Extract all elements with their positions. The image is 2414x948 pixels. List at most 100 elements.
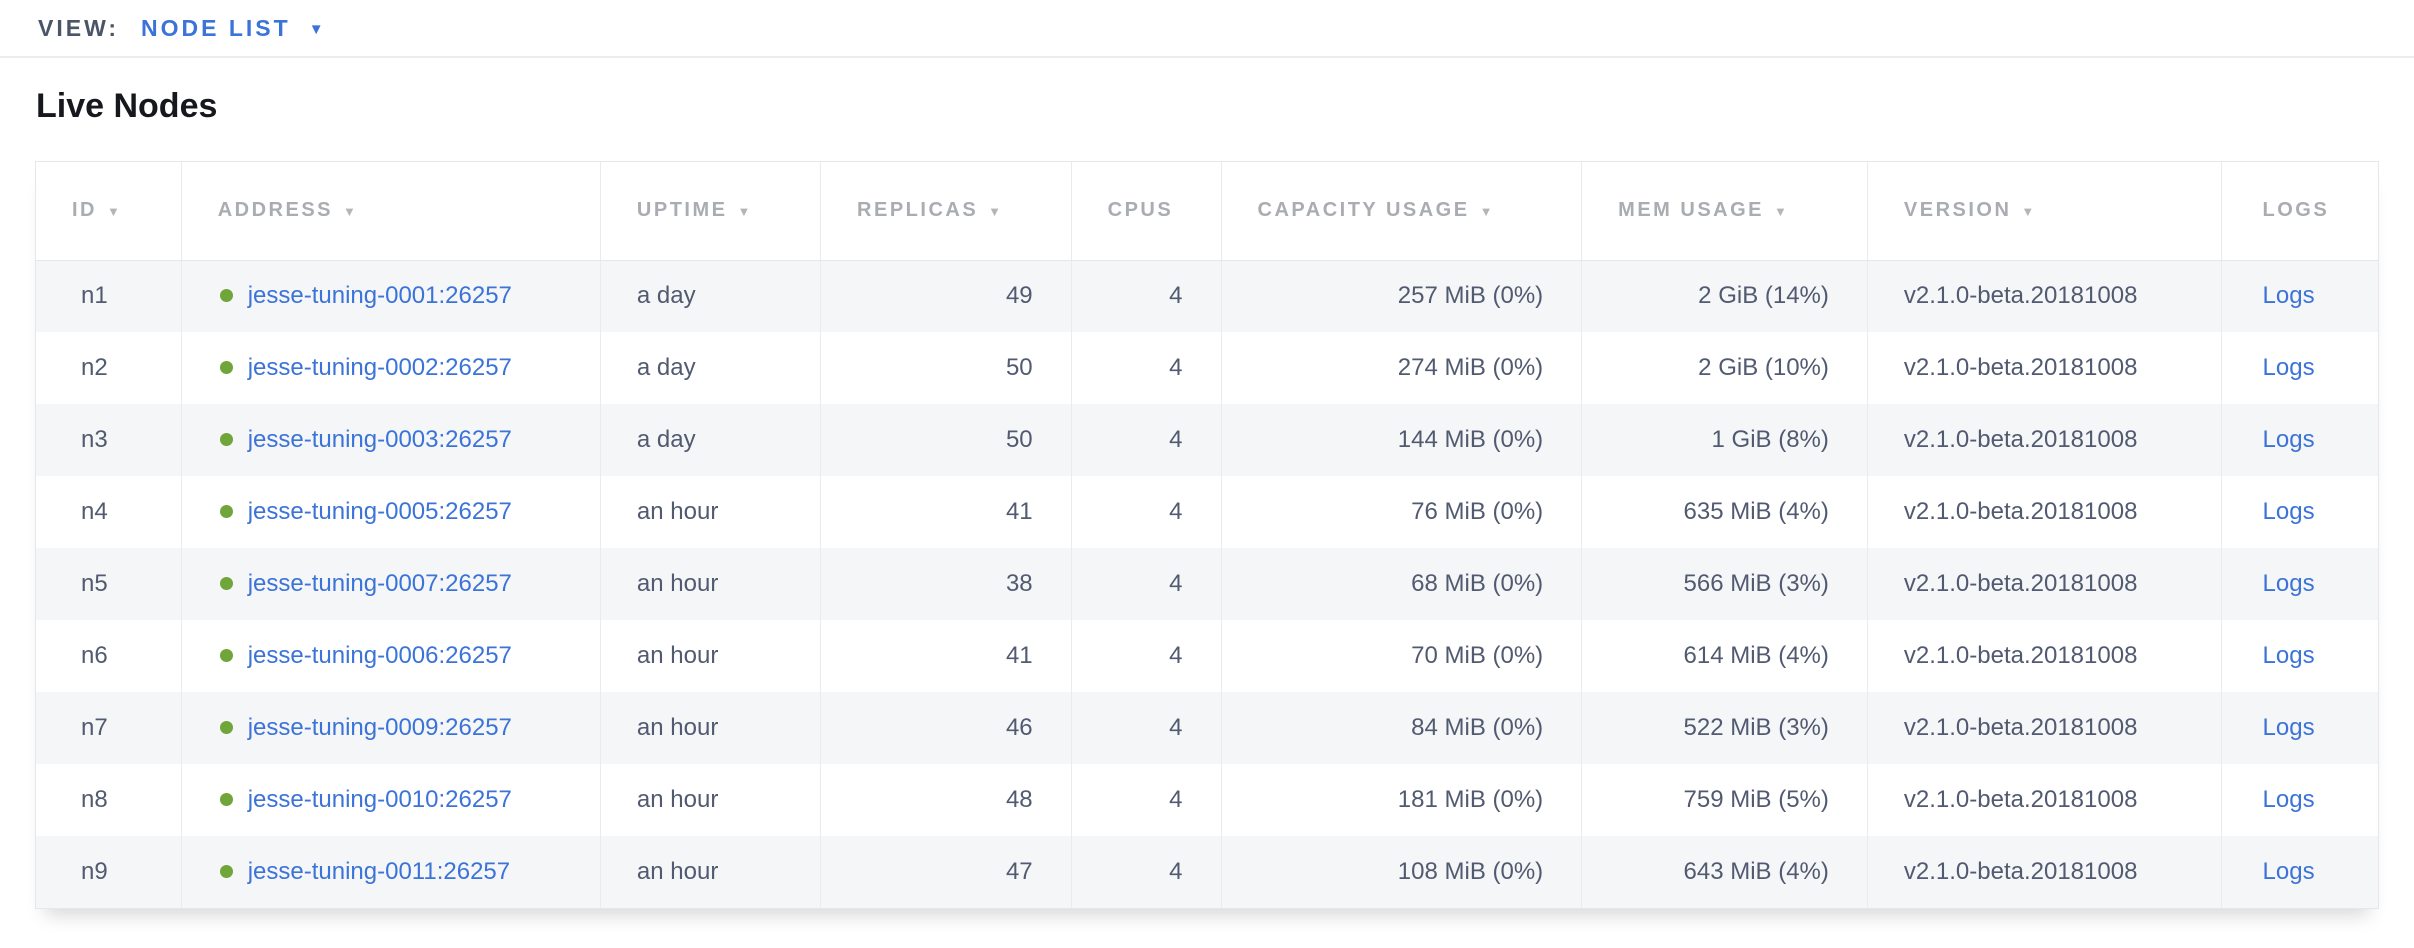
column-header-label: CPUS: [1107, 199, 1174, 222]
node-capacity-usage-cell: 274 MiB (0%): [1220, 332, 1582, 404]
node-address-link[interactable]: jesse-tuning-0010:26257: [247, 786, 512, 813]
node-logs-link[interactable]: Logs: [2262, 498, 2315, 525]
node-status-healthy-icon: [219, 865, 233, 878]
node-address-link[interactable]: jesse-tuning-0001:26257: [247, 282, 512, 310]
node-address-cell: jesse-tuning-0001:26257: [180, 260, 601, 332]
node-version: v2.1.0-beta.20181008: [1903, 354, 2138, 381]
node-logs-link[interactable]: Logs: [2262, 642, 2315, 669]
node-mem-usage-cell: 759 MiB (5%): [1581, 764, 1868, 836]
node-uptime-cell: an hour: [599, 548, 821, 620]
node-logs-cell: Logs: [2220, 548, 2378, 620]
node-version: v2.1.0-beta.20181008: [1903, 858, 2138, 885]
node-capacity-usage-cell: 84 MiB (0%): [1220, 692, 1582, 764]
node-cpus-cell: 4: [1070, 764, 1222, 836]
node-mem-usage-cell: 566 MiB (3%): [1581, 548, 1868, 620]
node-id-cell: n1: [36, 260, 181, 332]
node-replicas-cell: 48: [820, 764, 1072, 836]
node-logs-link[interactable]: Logs: [2262, 714, 2315, 741]
node-id: n1: [81, 282, 108, 310]
table-row: n9 jesse-tuning-0011:26257 an hour 47 4 …: [36, 836, 2378, 908]
table-row: n7 jesse-tuning-0009:26257 an hour 46 4 …: [36, 692, 2378, 764]
table-row: n3 jesse-tuning-0003:26257 a day 50 4 14…: [36, 404, 2378, 476]
node-status-healthy-icon: [219, 649, 233, 662]
node-capacity-usage: 70 MiB (0%): [1411, 642, 1544, 669]
node-uptime: an hour: [636, 714, 719, 741]
node-address-link[interactable]: jesse-tuning-0009:26257: [247, 714, 512, 741]
node-uptime: a day: [636, 282, 696, 310]
node-logs-link[interactable]: Logs: [2262, 426, 2315, 453]
node-uptime: an hour: [636, 498, 719, 525]
node-replicas-cell: 41: [820, 476, 1072, 548]
table-row: n6 jesse-tuning-0006:26257 an hour 41 4 …: [36, 620, 2378, 692]
table-row: n8 jesse-tuning-0010:26257 an hour 48 4 …: [36, 764, 2378, 836]
node-logs-link[interactable]: Logs: [2262, 282, 2315, 310]
column-header-uptime[interactable]: UPTIME ▼: [599, 162, 821, 261]
column-header-mem-usage[interactable]: MEM USAGE ▼: [1581, 162, 1868, 261]
node-cpus: 4: [1169, 498, 1183, 525]
node-cpus-cell: 4: [1070, 692, 1222, 764]
node-capacity-usage: 68 MiB (0%): [1411, 570, 1544, 597]
node-replicas: 50: [1005, 354, 1033, 381]
node-logs-link[interactable]: Logs: [2262, 786, 2315, 813]
node-logs-cell: Logs: [2220, 836, 2378, 908]
node-version-cell: v2.1.0-beta.20181008: [1866, 620, 2222, 692]
column-header-address[interactable]: ADDRESS ▼: [180, 162, 601, 261]
node-address-link[interactable]: jesse-tuning-0002:26257: [247, 354, 512, 381]
node-address-link[interactable]: jesse-tuning-0011:26257: [247, 858, 511, 885]
column-header-label: MEM USAGE: [1618, 199, 1765, 222]
column-header-version[interactable]: VERSION ▼: [1866, 162, 2222, 261]
node-address-link[interactable]: jesse-tuning-0007:26257: [247, 570, 512, 597]
column-header-label: ADDRESS: [217, 199, 333, 222]
node-uptime-cell: an hour: [599, 764, 821, 836]
node-address-link[interactable]: jesse-tuning-0006:26257: [247, 642, 512, 669]
column-header-capacity-usage[interactable]: CAPACITY USAGE ▼: [1220, 162, 1582, 261]
node-capacity-usage: 181 MiB (0%): [1397, 786, 1544, 813]
node-cpus-cell: 4: [1070, 332, 1222, 404]
sort-descending-icon: ▼: [107, 204, 123, 220]
node-mem-usage: 2 GiB (14%): [1698, 282, 1829, 310]
column-header-id[interactable]: ID ▼: [36, 162, 182, 261]
node-replicas-cell: 50: [820, 404, 1072, 476]
node-logs-cell: Logs: [2220, 692, 2378, 764]
table-row: n2 jesse-tuning-0002:26257 a day 50 4 27…: [36, 332, 2378, 404]
node-address-link[interactable]: jesse-tuning-0003:26257: [247, 426, 512, 453]
view-dropdown[interactable]: NODE LIST ▼: [141, 15, 324, 42]
main-content: Live Nodes ID ▼ ADDRESS ▼ UPTIME ▼: [0, 86, 2414, 909]
node-id: n6: [81, 642, 108, 669]
node-id-cell: n8: [36, 764, 181, 836]
node-replicas-cell: 47: [820, 836, 1072, 908]
node-replicas-cell: 38: [820, 548, 1072, 620]
node-uptime-cell: an hour: [599, 692, 821, 764]
node-address-link[interactable]: jesse-tuning-0005:26257: [247, 498, 512, 525]
node-capacity-usage-cell: 144 MiB (0%): [1220, 404, 1582, 476]
node-version: v2.1.0-beta.20181008: [1903, 570, 2138, 597]
node-cpus: 4: [1169, 858, 1183, 885]
node-cpus: 4: [1169, 282, 1183, 310]
node-uptime-cell: an hour: [599, 476, 821, 548]
node-replicas-cell: 46: [820, 692, 1072, 764]
view-label: VIEW:: [38, 14, 120, 41]
node-address-cell: jesse-tuning-0003:26257: [180, 404, 601, 476]
node-status-healthy-icon: [219, 433, 233, 446]
table-header: ID ▼ ADDRESS ▼ UPTIME ▼ REPLICAS ▼ CPUS: [36, 162, 2378, 261]
node-logs-link[interactable]: Logs: [2262, 858, 2315, 885]
node-mem-usage: 522 MiB (3%): [1683, 714, 1829, 741]
node-address-cell: jesse-tuning-0009:26257: [180, 692, 601, 764]
node-cpus: 4: [1169, 426, 1183, 453]
node-version-cell: v2.1.0-beta.20181008: [1866, 260, 2222, 332]
node-logs-link[interactable]: Logs: [2262, 570, 2315, 597]
node-uptime: an hour: [636, 570, 719, 597]
node-mem-usage-cell: 614 MiB (4%): [1581, 620, 1868, 692]
column-header-replicas[interactable]: REPLICAS ▼: [820, 162, 1072, 261]
node-address-cell: jesse-tuning-0006:26257: [180, 620, 601, 692]
node-replicas: 46: [1005, 714, 1033, 741]
node-cpus: 4: [1169, 642, 1183, 669]
node-cpus-cell: 4: [1070, 260, 1222, 332]
node-logs-link[interactable]: Logs: [2262, 354, 2315, 381]
node-capacity-usage-cell: 68 MiB (0%): [1220, 548, 1582, 620]
node-replicas: 47: [1005, 858, 1033, 885]
table-row: n5 jesse-tuning-0007:26257 an hour 38 4 …: [36, 548, 2378, 620]
node-id: n3: [81, 426, 108, 453]
node-status-healthy-icon: [219, 577, 233, 590]
node-capacity-usage: 144 MiB (0%): [1397, 426, 1544, 453]
